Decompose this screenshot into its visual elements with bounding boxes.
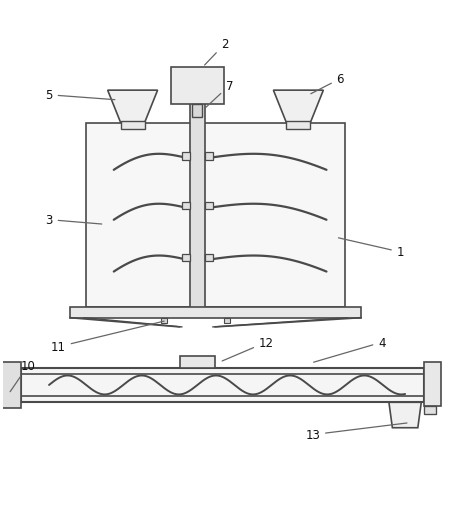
Bar: [224, 318, 230, 324]
Bar: [182, 255, 190, 262]
Bar: [205, 153, 213, 160]
Bar: [286, 122, 310, 130]
Bar: [424, 363, 441, 406]
Text: 13: 13: [305, 423, 407, 441]
Text: 7: 7: [205, 80, 233, 110]
Bar: [424, 406, 436, 415]
Bar: [86, 123, 345, 308]
Bar: [182, 153, 190, 160]
Bar: [182, 203, 190, 210]
Bar: [121, 122, 145, 130]
Polygon shape: [389, 402, 421, 428]
Bar: [180, 357, 215, 368]
Bar: [161, 318, 167, 324]
Bar: [205, 203, 213, 210]
Text: 12: 12: [222, 336, 274, 361]
Text: 11: 11: [51, 322, 164, 354]
Text: 1: 1: [338, 238, 404, 259]
Text: 4: 4: [314, 336, 386, 363]
Text: 10: 10: [10, 359, 36, 392]
Polygon shape: [273, 91, 323, 123]
Bar: [0, 362, 21, 408]
Bar: [205, 255, 213, 262]
Text: 5: 5: [45, 89, 115, 102]
Bar: [192, 105, 203, 118]
Text: 3: 3: [45, 214, 102, 227]
Bar: [21, 368, 424, 402]
Bar: [70, 308, 361, 318]
Text: 2: 2: [205, 38, 228, 66]
Bar: [171, 68, 224, 105]
Text: 6: 6: [311, 73, 344, 94]
Bar: [190, 70, 205, 317]
Polygon shape: [108, 91, 158, 123]
